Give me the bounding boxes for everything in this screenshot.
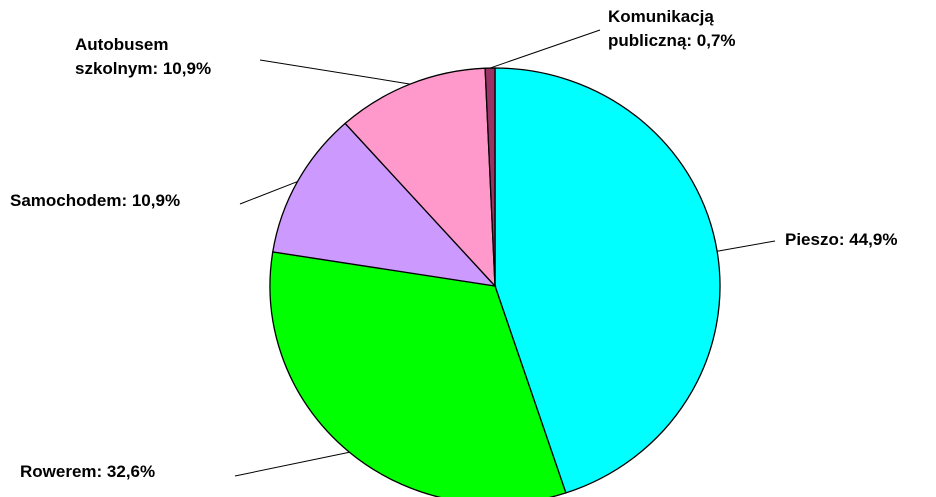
data-label: Rowerem: 32,6% [20,462,155,481]
leader-line [489,29,601,69]
data-label-line: Pieszo: 44,9% [785,230,897,249]
data-label-line: Autobusem [75,35,169,54]
pie-slice [484,67,496,287]
data-label-line: Komunikacją [608,7,714,26]
data-label-line: szkolnym: 10,9% [75,59,211,78]
data-label: Autobusem szkolnym: 10,9% [75,35,211,78]
leader-line [259,59,411,85]
leader-line [234,451,350,477]
pie-slice [494,67,721,494]
data-label-line: Rowerem: 32,6% [20,462,155,481]
data-label: Samochodem: 10,9% [10,191,180,210]
data-label-line: publiczną: 0,7% [608,31,736,50]
data-label-line: Samochodem: 10,9% [10,191,180,210]
data-label: Pieszo: 44,9% [785,230,897,249]
leader-line [717,240,776,252]
pie-slice [344,67,496,288]
data-label: Komunikacją publiczną: 0,7% [608,7,736,50]
pie-slice [269,251,567,497]
pie-slice [272,122,497,287]
leader-line [239,181,298,205]
